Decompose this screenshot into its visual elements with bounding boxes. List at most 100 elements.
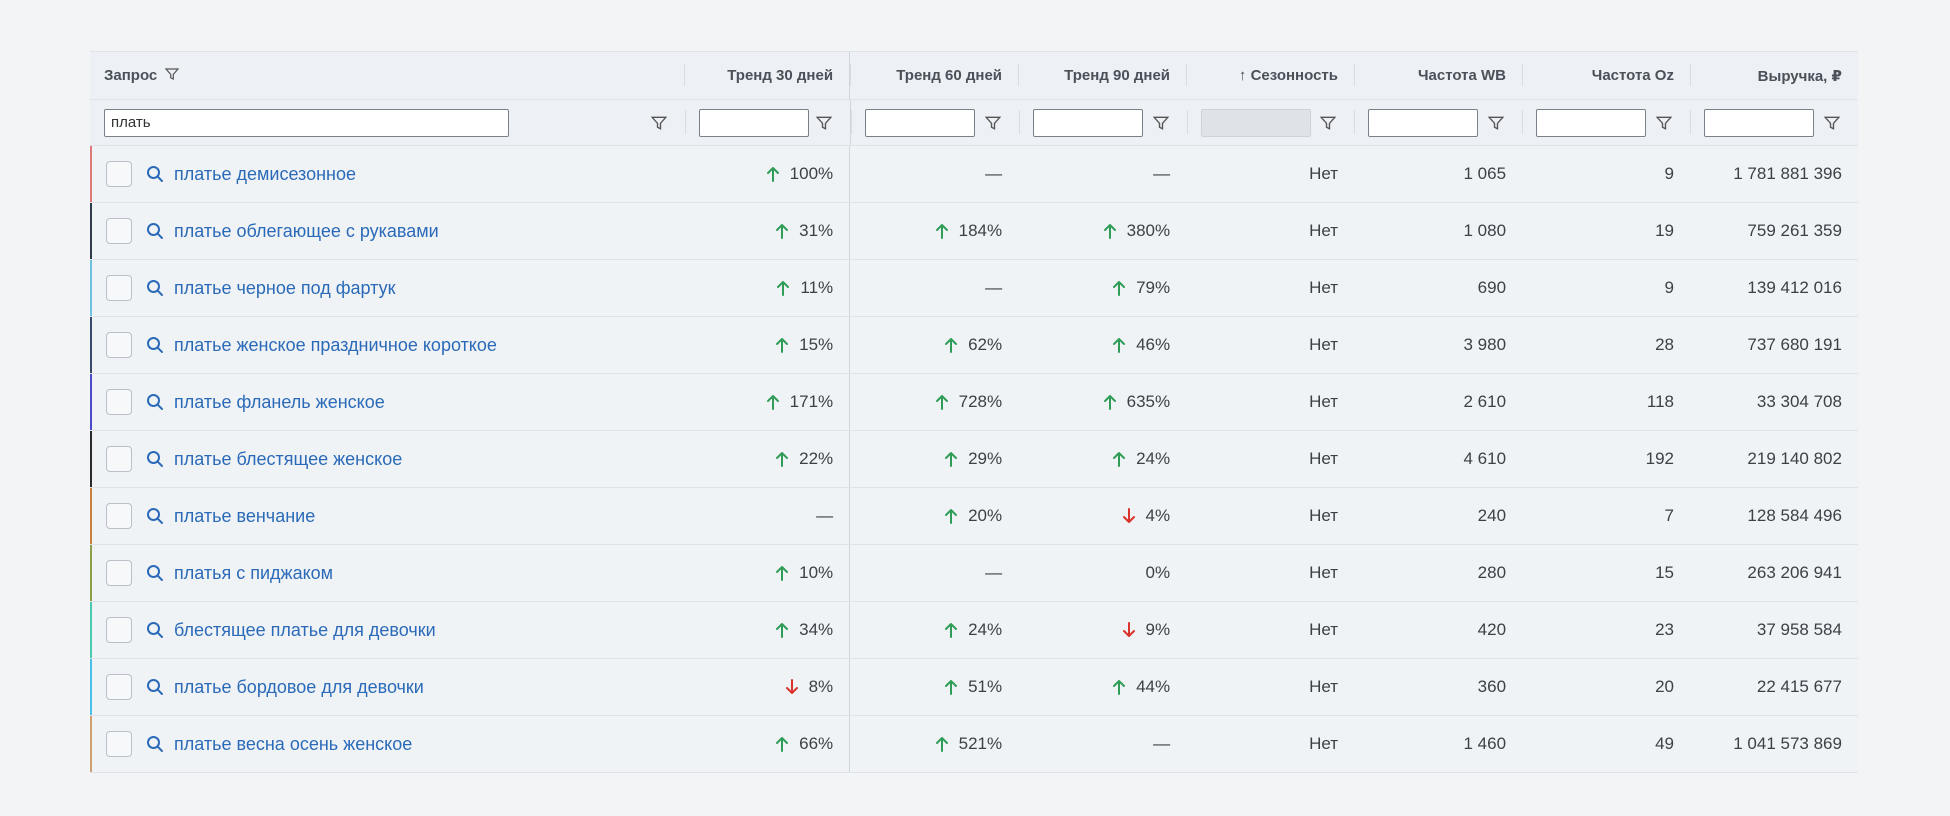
query-link[interactable]: платье облегающее с рукавами — [174, 220, 439, 241]
row-checkbox[interactable] — [106, 389, 132, 415]
query-link[interactable]: платье черное под фартук — [174, 277, 396, 298]
trend-30-cell: 10% — [684, 545, 851, 601]
query-cell: платье бордовое для девочки — [90, 659, 684, 715]
row-checkbox[interactable] — [106, 617, 132, 643]
revenue-cell: 22 415 677 — [1756, 677, 1842, 696]
filter-icon[interactable] — [981, 111, 1005, 135]
search-icon[interactable] — [146, 393, 164, 411]
row-checkbox[interactable] — [106, 332, 132, 358]
filter-icon[interactable] — [1316, 111, 1340, 135]
search-icon[interactable] — [146, 564, 164, 582]
search-icon[interactable] — [146, 279, 164, 297]
trend-90-filter-input[interactable] — [1032, 108, 1143, 137]
row-checkbox[interactable] — [106, 275, 132, 301]
filter-icon[interactable] — [647, 111, 671, 135]
row-checkbox[interactable] — [106, 218, 132, 244]
row-checkbox[interactable] — [106, 446, 132, 472]
trend-value: — — [1153, 164, 1171, 183]
revenue-cell: 1 041 573 869 — [1733, 734, 1842, 753]
revenue-filter-input[interactable] — [1704, 108, 1815, 137]
search-icon[interactable] — [146, 735, 164, 753]
trend-30-cell: 66% — [684, 716, 851, 772]
filter-icon[interactable] — [1652, 111, 1676, 135]
query-link[interactable]: платье блестящее женское — [174, 448, 403, 469]
revenue-cell: 219 140 802 — [1747, 449, 1842, 468]
revenue-cell: 737 680 191 — [1747, 335, 1842, 354]
row-checkbox[interactable] — [106, 560, 132, 586]
frequency-wb-cell: 360 — [1477, 677, 1507, 696]
query-link[interactable]: платье фланель женское — [174, 391, 385, 412]
frequency-wb-cell: 690 — [1477, 278, 1507, 297]
seasonality-filter-input[interactable] — [1200, 108, 1311, 137]
header-seasonality[interactable]: ↑ Сезонность — [1186, 52, 1354, 99]
row-checkbox[interactable] — [106, 674, 132, 700]
header-trend-60[interactable]: Тренд 60 дней — [850, 52, 1018, 99]
search-icon[interactable] — [146, 336, 164, 354]
arrow-up-icon — [775, 223, 789, 239]
trend-value: 184% — [958, 221, 1003, 240]
table-row: платье блестящее женское 22% 29% 24% Нет… — [90, 431, 1858, 488]
row-accent-bar — [90, 317, 92, 373]
arrow-up-icon — [1103, 394, 1117, 410]
revenue-cell: 37 958 584 — [1756, 620, 1842, 639]
search-icon[interactable] — [146, 450, 164, 468]
filter-icon[interactable] — [1820, 111, 1844, 135]
trend-30-cell: 34% — [684, 602, 851, 658]
frequency-wb-filter-input[interactable] — [1368, 108, 1479, 137]
trend-30-cell: 31% — [684, 203, 851, 259]
query-cell: платье блестящее женское — [90, 431, 684, 487]
trend-30-cell: 8% — [684, 659, 851, 715]
frequency-oz-filter-input[interactable] — [1536, 108, 1647, 137]
trend-60-filter-input[interactable] — [864, 108, 975, 137]
filter-icon[interactable] — [164, 67, 180, 85]
search-icon[interactable] — [146, 165, 164, 183]
header-revenue[interactable]: Выручка, ₽ — [1689, 52, 1858, 99]
header-frequency-wb[interactable]: Частота WB — [1354, 52, 1522, 99]
row-accent-bar — [90, 488, 92, 544]
row-checkbox[interactable] — [106, 503, 132, 529]
filter-icon[interactable] — [1484, 111, 1508, 135]
seasonality-cell: Нет — [1309, 677, 1339, 696]
search-icon[interactable] — [146, 678, 164, 696]
query-link[interactable]: блестящее платье для девочки — [174, 619, 436, 640]
trend-90-cell: 380% — [1018, 203, 1186, 259]
query-link[interactable]: платья с пиджаком — [174, 562, 334, 583]
trend-60-cell: 521% — [850, 716, 1018, 772]
arrow-up-icon — [944, 508, 958, 524]
trend-60-cell: 24% — [850, 602, 1018, 658]
seasonality-cell: Нет — [1309, 620, 1339, 639]
query-link[interactable]: платье венчание — [174, 505, 316, 526]
arrow-down-icon — [1122, 622, 1136, 638]
trend-90-cell: 79% — [1018, 260, 1186, 316]
filter-icon[interactable] — [812, 111, 836, 135]
trend-value: 24% — [968, 620, 1003, 639]
row-accent-bar — [90, 203, 92, 259]
filter-icon[interactable] — [1149, 111, 1173, 135]
query-filter-input[interactable] — [104, 108, 509, 137]
trend-value: 9% — [1145, 620, 1171, 639]
header-query[interactable]: Запрос — [90, 52, 684, 99]
row-checkbox[interactable] — [106, 731, 132, 757]
trend-90-cell: — — [1018, 146, 1186, 202]
filter-query-cell — [90, 100, 685, 145]
search-icon[interactable] — [146, 621, 164, 639]
row-accent-bar — [90, 659, 92, 715]
query-link[interactable]: платье демисезонное — [174, 163, 357, 184]
header-trend-90[interactable]: Тренд 90 дней — [1018, 52, 1186, 99]
trend-30-filter-input[interactable] — [698, 108, 809, 137]
trend-90-cell: — — [1018, 716, 1186, 772]
header-trend-30[interactable]: Тренд 30 дней — [683, 52, 851, 99]
search-icon[interactable] — [146, 507, 164, 525]
row-checkbox[interactable] — [106, 161, 132, 187]
trend-value: 4% — [1145, 506, 1171, 525]
query-link[interactable]: платье бордовое для девочки — [174, 676, 424, 697]
query-link[interactable]: платье весна осень женское — [174, 733, 413, 754]
table-header: Запрос Тренд 30 дней Тренд 60 дней Тренд… — [90, 52, 1858, 100]
trend-90-cell: 635% — [1018, 374, 1186, 430]
arrow-up-icon — [775, 736, 789, 752]
seasonality-cell: Нет — [1309, 449, 1339, 468]
header-frequency-oz[interactable]: Частота Oz — [1521, 52, 1690, 99]
query-link[interactable]: платье женское праздничное короткое — [174, 334, 497, 355]
frequency-oz-cell: 9 — [1664, 164, 1674, 183]
search-icon[interactable] — [146, 222, 164, 240]
